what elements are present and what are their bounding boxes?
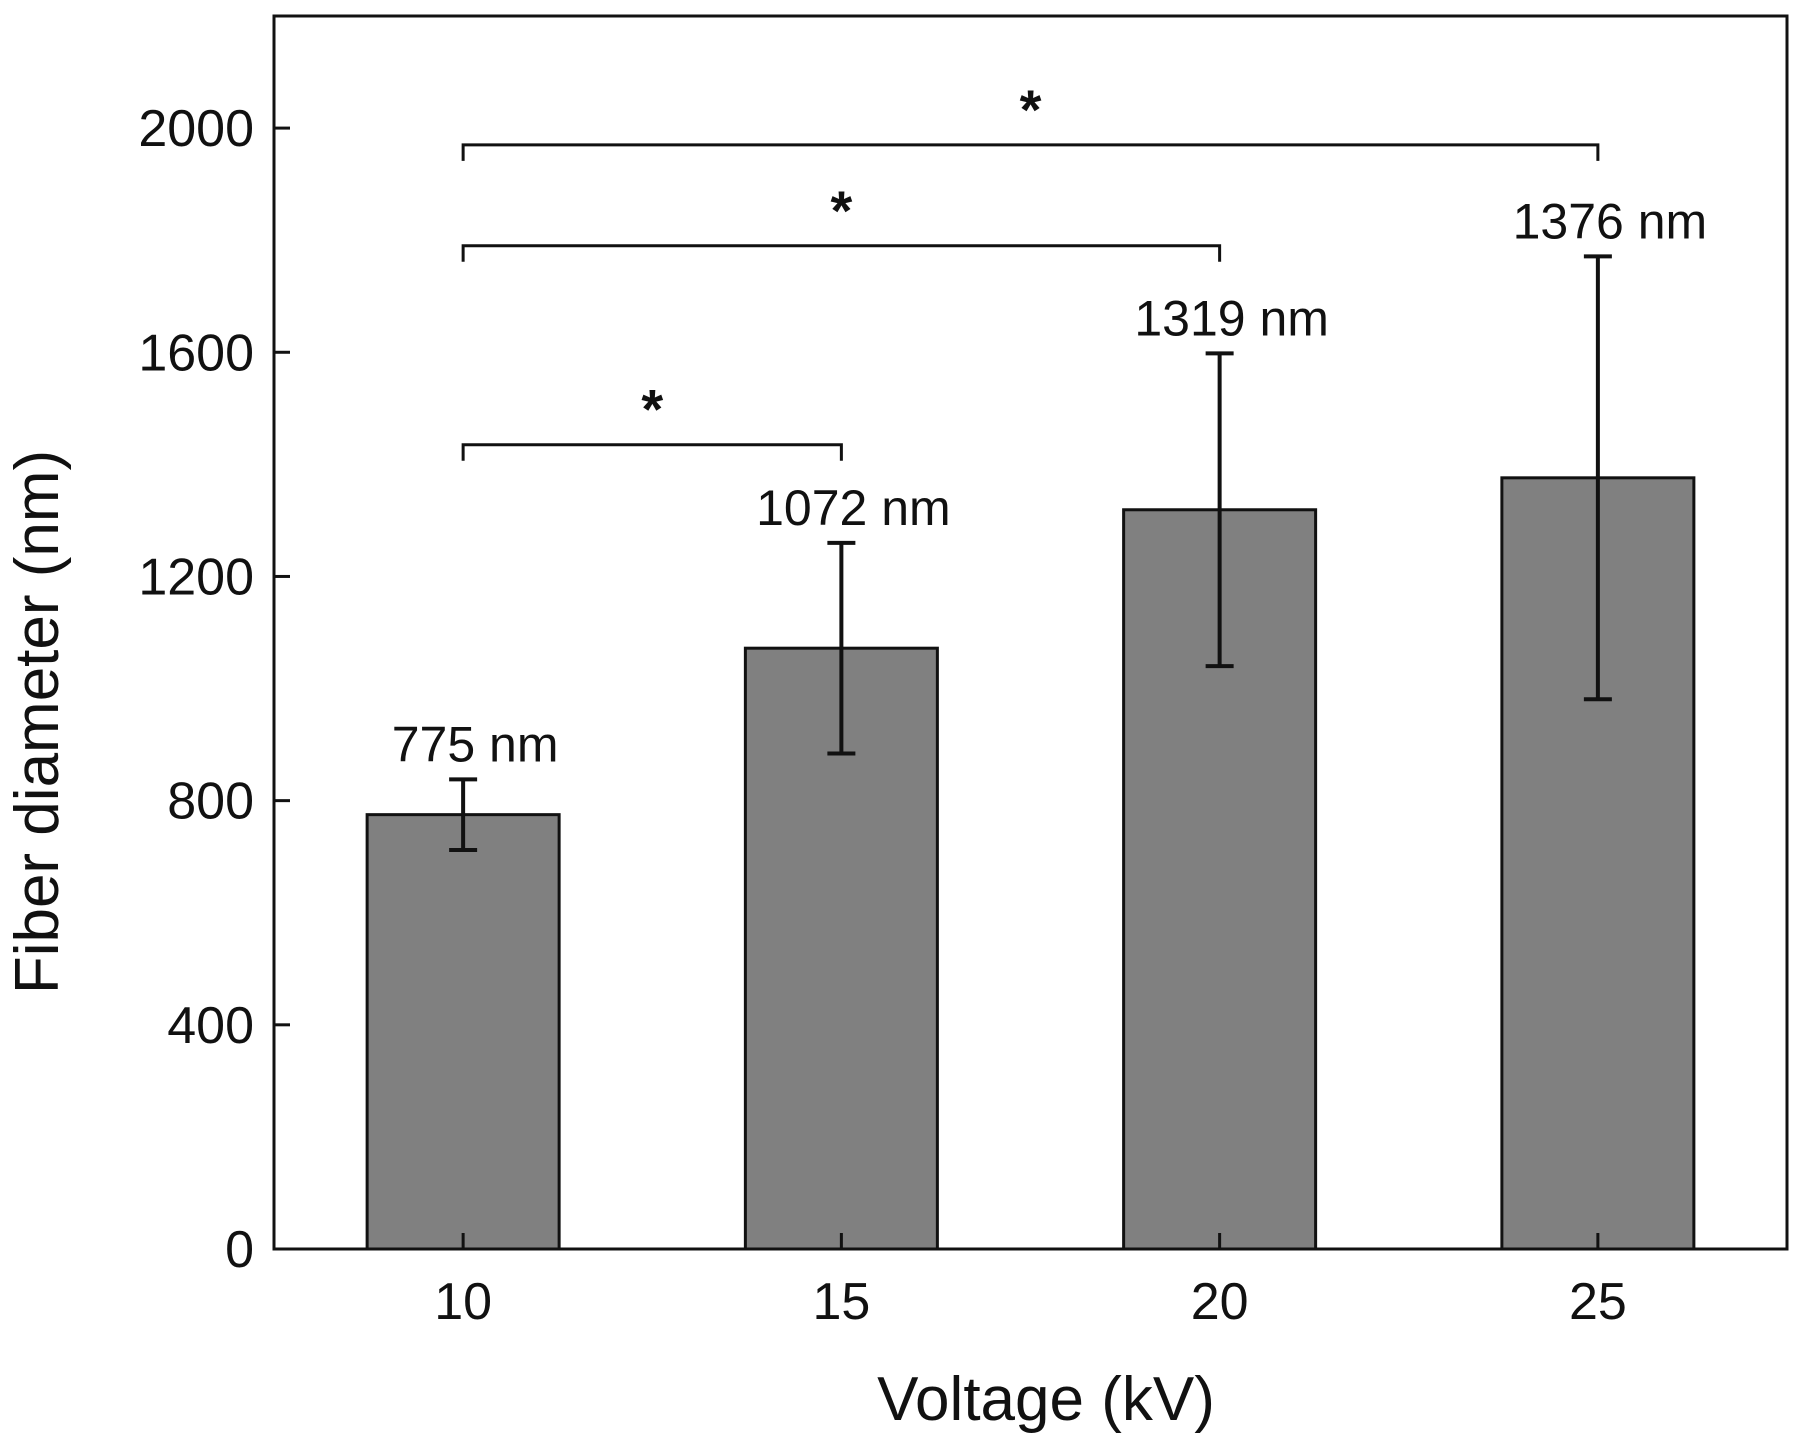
y-tick-label-2000: 2000 [138,100,254,158]
error-bar-20 [1205,351,1234,669]
x-tick-label-15: 15 [812,1273,870,1331]
y-tick-label-400: 400 [167,997,254,1055]
error-bar-10 [449,777,478,852]
bar-10 [365,813,561,1251]
significance-bracket-2 [461,244,1222,262]
x-tick-label-20: 20 [1191,1273,1249,1331]
significance-bracket-3 [461,143,1600,161]
significance-star-1: * [641,378,663,441]
y-tick-label-800: 800 [167,773,254,831]
significance-star-2: * [830,179,852,242]
y-tick-label-0: 0 [225,1221,254,1279]
significance-star-3: * [1020,78,1042,141]
x-axis-label: Voltage (kV) [877,1365,1215,1434]
plot-frame [272,14,1789,1251]
error-bar-25 [1583,254,1612,702]
data-label-15: 1072 nm [756,480,951,536]
significance-bracket-1 [461,443,843,461]
data-label-20: 1319 nm [1134,290,1329,346]
data-label-25: 1376 nm [1513,193,1708,249]
y-tick-label-1600: 1600 [138,324,254,382]
x-tick-label-25: 25 [1569,1273,1627,1331]
y-tick-label-1200: 1200 [138,548,254,606]
error-bar-15 [827,540,856,756]
x-tick-label-10: 10 [434,1273,492,1331]
y-axis-label: Fiber diameter (nm) [3,450,72,994]
data-label-10: 775 nm [392,716,559,772]
